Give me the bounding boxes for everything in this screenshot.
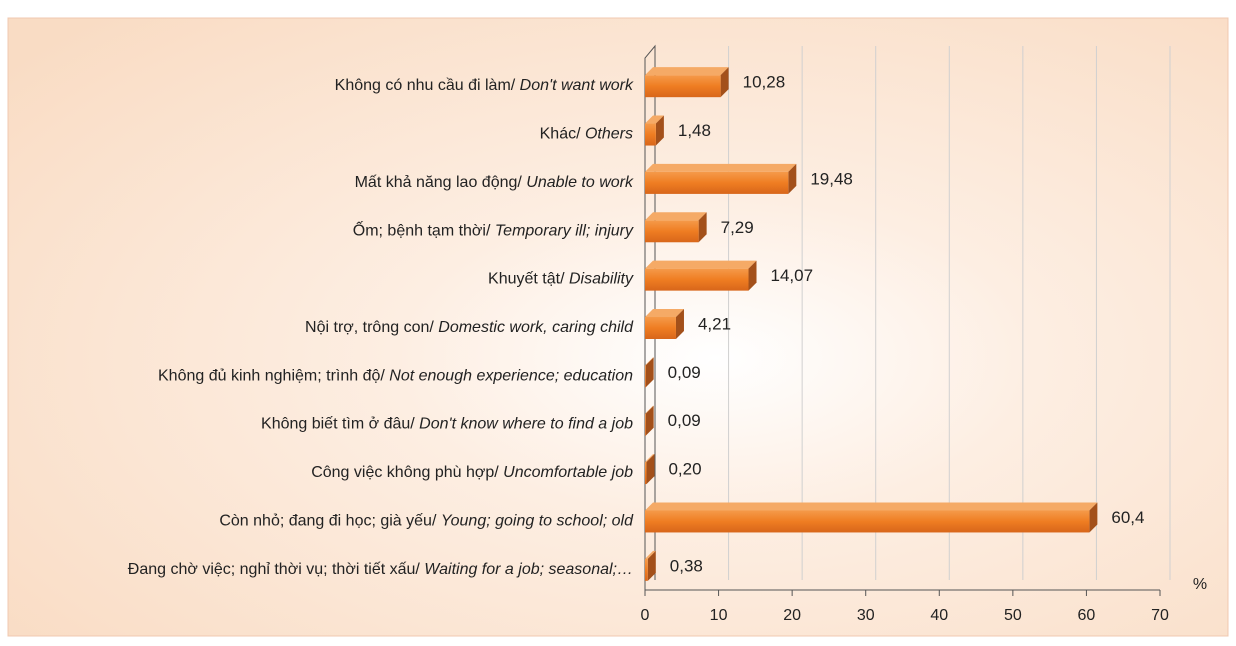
bar-top <box>645 163 797 172</box>
value-label: 60,4 <box>1111 508 1144 527</box>
x-unit-label: % <box>1193 576 1207 593</box>
bar <box>645 212 707 243</box>
bar-side <box>698 212 707 243</box>
bar-side <box>645 405 654 436</box>
bar <box>645 309 684 339</box>
bar-front <box>645 220 699 243</box>
bar-side <box>647 550 656 581</box>
bar-top <box>645 405 654 414</box>
bar <box>645 115 664 146</box>
bar-side <box>675 309 684 339</box>
bar <box>645 502 1098 533</box>
y-tick-label: Còn nhỏ; đang đi học; già yếu/ Young; go… <box>219 513 634 530</box>
value-label: 0,38 <box>670 556 703 575</box>
bar-top <box>645 454 655 463</box>
bar <box>645 454 655 485</box>
bar <box>645 357 654 388</box>
value-label: 1,48 <box>678 121 711 140</box>
y-tick-label: Đang chờ việc; nghỉ thời vụ; thời tiết x… <box>128 561 633 578</box>
y-tick-label: Công việc không phù hợp/ Uncomfortable j… <box>311 464 633 481</box>
x-tick-label: 40 <box>930 607 948 624</box>
bar-side <box>748 260 757 291</box>
bar-side <box>720 67 729 98</box>
value-label: 10,28 <box>743 73 786 92</box>
bar <box>645 550 656 581</box>
bar-side <box>646 454 655 485</box>
x-tick-label: 60 <box>1078 607 1096 624</box>
bar-front <box>645 558 648 581</box>
bar-front <box>645 171 789 194</box>
value-label: 19,48 <box>810 169 853 188</box>
x-tick-label: 30 <box>857 607 875 624</box>
bar-front <box>645 317 676 339</box>
y-tick-label: Khuyết tật/ Disability <box>488 271 634 288</box>
bar-top <box>645 260 757 269</box>
bar-top <box>645 309 684 317</box>
bar <box>645 67 729 98</box>
value-label: 14,07 <box>771 266 814 285</box>
bar <box>645 405 654 436</box>
x-tick-label: 70 <box>1151 607 1169 624</box>
x-tick-label: 50 <box>1004 607 1022 624</box>
y-tick-label: Không có nhu cầu đi làm/ Don't want work <box>335 77 634 94</box>
y-tick-label: Khác/ Others <box>540 126 633 143</box>
value-label: 0,09 <box>668 411 701 430</box>
y-tick-label: Không biết tìm ở đâu/ Don't know where t… <box>261 416 633 433</box>
bar-side <box>655 115 664 146</box>
y-tick-label: Nội trợ, trông con/ Domestic work, carin… <box>305 319 634 336</box>
bar-front <box>645 510 1090 533</box>
bar-side <box>788 163 797 194</box>
bar-top <box>645 502 1098 511</box>
bar <box>645 163 797 194</box>
bar-top <box>645 212 707 221</box>
x-tick-label: 10 <box>710 607 728 624</box>
y-tick-label: Ốm; bệnh tạm thời/ Temporary ill; injury <box>353 219 634 239</box>
bar-top <box>645 67 729 76</box>
bar-front <box>645 268 749 291</box>
bar-side <box>1089 502 1098 533</box>
x-tick-label: 0 <box>641 607 650 624</box>
value-label: 0,20 <box>668 460 701 479</box>
bar-side <box>645 357 654 388</box>
bar-front <box>645 413 646 436</box>
bar-top <box>645 115 664 124</box>
x-tick-label: 20 <box>783 607 801 624</box>
chart-frame <box>7 17 1229 637</box>
value-label: 4,21 <box>698 314 731 333</box>
y-tick-label: Không đủ kinh nghiệm; trình độ/ Not enou… <box>158 368 633 385</box>
value-label: 7,29 <box>721 218 754 237</box>
bar-front <box>645 75 721 98</box>
bar <box>645 260 757 291</box>
bar-front <box>645 462 647 485</box>
bar-front <box>645 123 656 146</box>
bar-top <box>645 357 654 366</box>
value-label: 0,09 <box>668 363 701 382</box>
y-tick-label: Mất khả năng lao động/ Unable to work <box>355 174 634 191</box>
bar-top <box>645 550 656 559</box>
bar-front <box>645 365 646 388</box>
